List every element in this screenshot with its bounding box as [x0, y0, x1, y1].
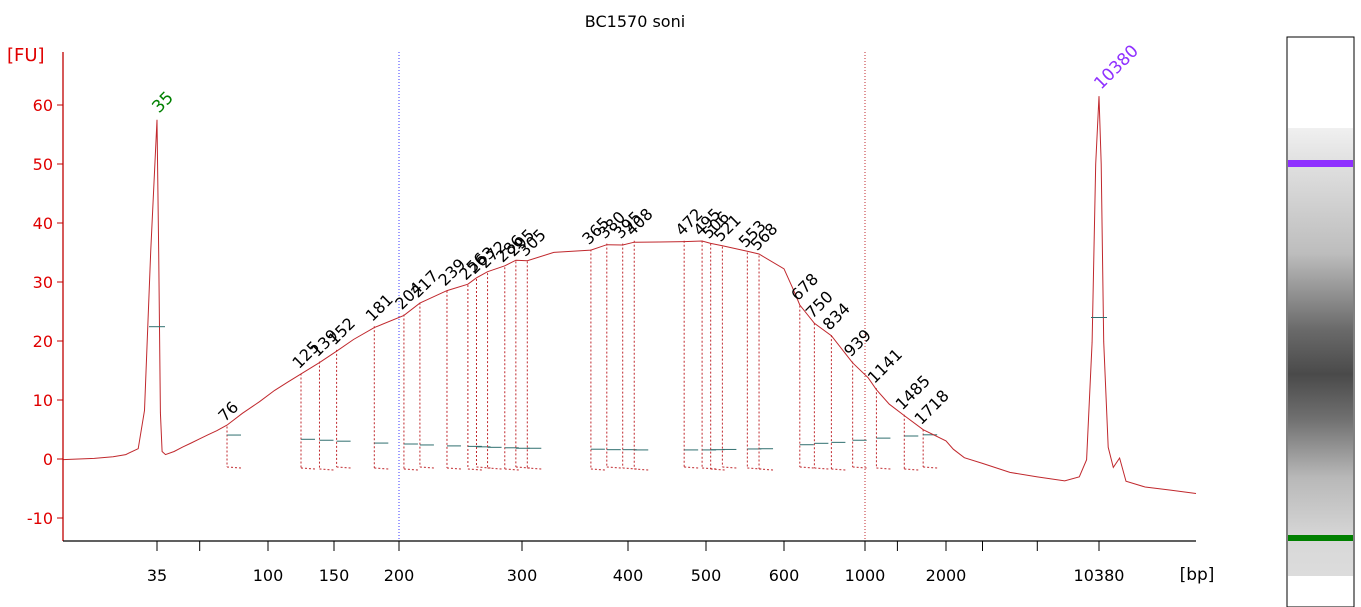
x-tick-label: 600 [769, 566, 800, 585]
peak-label: 181 [362, 290, 397, 325]
fragment-baseline [591, 469, 605, 470]
x-axis-label: [bp] [1180, 565, 1215, 585]
fragment-baseline [800, 467, 814, 468]
gel-lane-smear [1288, 128, 1353, 576]
marker-label: 10380 [1090, 41, 1142, 93]
x-tick-label: 400 [613, 566, 644, 585]
chart-title: BC1570 soni [585, 12, 685, 31]
x-tick-label: 100 [253, 566, 284, 585]
fragment-baseline [876, 468, 890, 469]
gel-lower-marker-band [1288, 535, 1353, 541]
fragment-baseline [607, 467, 621, 468]
y-tick-label: 30 [33, 273, 53, 292]
gel-lane [1287, 37, 1354, 607]
fragment-baseline [853, 467, 867, 468]
x-tick-label: 150 [319, 566, 350, 585]
fragment-baseline [702, 468, 716, 469]
fragment-baseline [319, 469, 333, 470]
marker-label: 35 [148, 88, 177, 117]
y-tick-label: 10 [33, 391, 53, 410]
y-tick-label: 20 [33, 332, 53, 351]
fragment-baseline [684, 467, 698, 468]
y-tick-label: 0 [43, 450, 53, 469]
y-tick-label: 50 [33, 155, 53, 174]
fragment-baseline [447, 468, 461, 469]
x-tick-label: 2000 [926, 566, 967, 585]
region-boxes [227, 241, 937, 470]
fragment-baseline [923, 467, 937, 468]
fragment-baseline [904, 469, 918, 470]
fragment-baseline [722, 467, 736, 468]
fragment-baseline [814, 468, 828, 469]
fragment-baseline [505, 469, 519, 470]
trace-layer [63, 96, 1196, 493]
fragment-baseline [404, 469, 418, 470]
fragment-baseline [227, 467, 241, 468]
fragment-baseline [711, 469, 725, 470]
x-tick-label: 300 [507, 566, 538, 585]
fragment-baseline [831, 469, 845, 470]
x-tick-label: 1000 [845, 566, 886, 585]
y-tick-label: 60 [33, 96, 53, 115]
fragment-baseline [468, 469, 482, 470]
peak-label: 1141 [864, 345, 906, 387]
x-tick-label: 200 [384, 566, 415, 585]
peak-label: 76 [214, 398, 242, 426]
gel-upper-marker-band [1288, 160, 1353, 167]
signal-trace [63, 96, 1196, 493]
x-tick-label: 10380 [1074, 566, 1125, 585]
axes: -10 0 10 20 30 40 50 60 35 100 150 200 300 400 500 600 1… [27, 52, 1196, 585]
fragment-baseline [420, 467, 434, 468]
fragment-baseline [301, 468, 315, 469]
x-tick-label: 500 [691, 566, 722, 585]
x-tick-label: 35 [147, 566, 167, 585]
y-tick-label: 40 [33, 214, 53, 233]
fragment-baseline [374, 468, 388, 469]
y-axis-label: [FU] [7, 45, 45, 66]
peak-labels: 3510380761251391521812042172392562632722… [148, 41, 1142, 428]
peak-label: 939 [840, 325, 875, 360]
y-tick-label: -10 [27, 509, 53, 528]
fragment-baseline [337, 467, 351, 468]
